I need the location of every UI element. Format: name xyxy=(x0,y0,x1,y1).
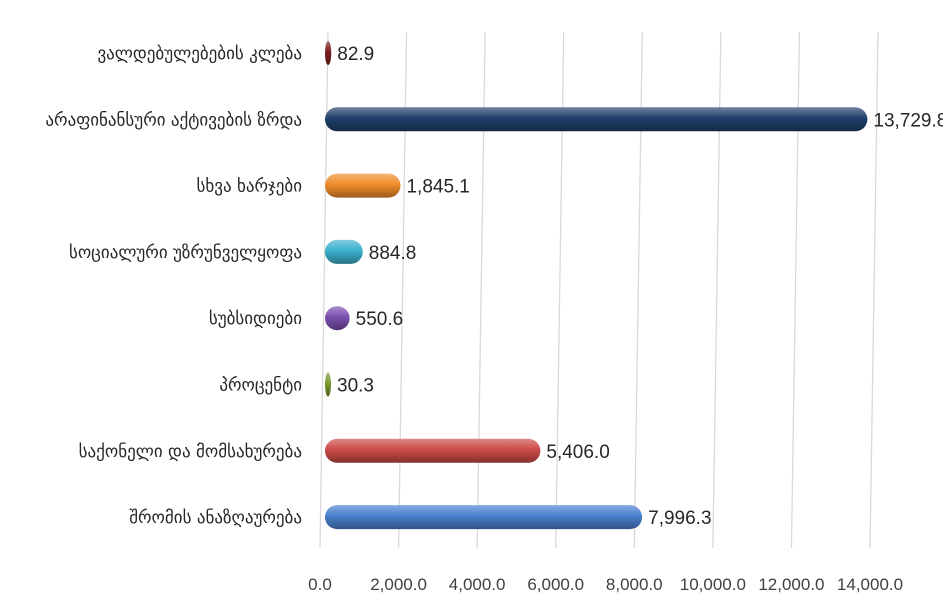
category-labels: ვალდებულებების კლება არაფინანსური აქტივებ… xyxy=(45,44,302,528)
bar xyxy=(325,306,350,331)
bar xyxy=(325,372,331,397)
gridline xyxy=(319,31,329,549)
data-label: 30.3 xyxy=(337,376,374,397)
x-tick-label: 6,000.0 xyxy=(527,575,584,594)
data-label: 884.8 xyxy=(369,243,417,264)
value-labels: 82.9 13,729.8 1,845.1 884.8 550.6 30.3 5,406.0… xyxy=(337,44,943,529)
x-tick-label: 2,000.0 xyxy=(370,575,427,594)
bar xyxy=(325,173,401,198)
category-label: არაფინანსური აქტივების ზრდა xyxy=(45,110,302,130)
bar xyxy=(325,505,643,530)
data-label: 13,729.8 xyxy=(873,110,943,131)
x-tick-label: 10,000.0 xyxy=(680,575,746,594)
category-label: სოციალური უზრუნველყოფა xyxy=(69,243,302,263)
x-tick-label: 8,000.0 xyxy=(606,575,663,594)
x-tick-label: 12,000.0 xyxy=(758,575,824,594)
category-label: სუბსიდიები xyxy=(209,309,302,329)
data-label: 550.6 xyxy=(356,309,404,330)
gridline xyxy=(869,31,879,549)
x-tick-label: 4,000.0 xyxy=(449,575,506,594)
bar xyxy=(325,41,332,65)
bar xyxy=(325,239,363,264)
bar xyxy=(325,438,541,463)
x-tick-label: 0.0 xyxy=(308,575,332,594)
bars xyxy=(325,41,868,530)
x-tick-label: 14,000.0 xyxy=(837,575,903,594)
category-label: საქონელი და მომსახურება xyxy=(79,442,302,462)
category-label: შრომის ანაზღაურება xyxy=(129,508,302,528)
category-label: ვალდებულებების კლება xyxy=(97,44,302,64)
x-axis-ticks: 0.0 2,000.0 4,000.0 6,000.0 8,000.0 10,000.0 1… xyxy=(308,575,903,594)
bar xyxy=(325,107,868,132)
category-label: სხვა ხარჯები xyxy=(196,177,302,197)
category-label: პროცენტი xyxy=(219,376,302,396)
data-label: 1,845.1 xyxy=(406,177,469,198)
data-label: 5,406.0 xyxy=(546,442,609,463)
data-label: 82.9 xyxy=(337,44,374,65)
data-label: 7,996.3 xyxy=(648,508,711,529)
